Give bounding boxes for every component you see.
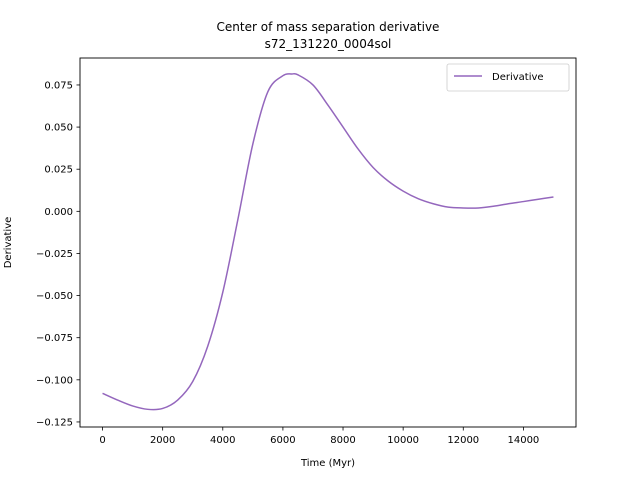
y-tick-label: −0.125 bbox=[36, 417, 73, 428]
axes-frame bbox=[79, 57, 577, 428]
x-tick-label: 14000 bbox=[507, 435, 539, 446]
y-axis-label: Derivative bbox=[3, 217, 14, 269]
y-tick-label: 0.025 bbox=[44, 165, 73, 176]
x-tick-label: 8000 bbox=[330, 435, 355, 446]
y-tick-label: −0.025 bbox=[36, 249, 73, 260]
x-tick-label: 2000 bbox=[150, 435, 175, 446]
y-tick-label: −0.050 bbox=[36, 291, 73, 302]
x-tick-label: 12000 bbox=[447, 435, 479, 446]
plot-area bbox=[102, 72, 554, 411]
y-tick-label: 0.075 bbox=[44, 80, 73, 91]
x-tick-label: 0 bbox=[99, 435, 105, 446]
series-line-0 bbox=[102, 72, 554, 411]
y-tick-label: −0.100 bbox=[36, 375, 73, 386]
y-tick-label: 0.050 bbox=[44, 123, 73, 134]
legend: Derivative bbox=[446, 63, 570, 92]
x-tick-label: 10000 bbox=[387, 435, 419, 446]
x-axis-label: Time (Myr) bbox=[300, 458, 355, 469]
x-tick-label: 6000 bbox=[270, 435, 295, 446]
y-tick-label: 0.000 bbox=[44, 207, 73, 218]
x-tick-label: 4000 bbox=[210, 435, 235, 446]
y-tick-label: −0.075 bbox=[36, 333, 73, 344]
legend-label: Derivative bbox=[492, 72, 544, 83]
chart-title: Center of mass separation derivative bbox=[217, 20, 440, 34]
chart-subtitle: s72_131220_0004sol bbox=[265, 37, 392, 51]
legend-box bbox=[446, 63, 570, 92]
